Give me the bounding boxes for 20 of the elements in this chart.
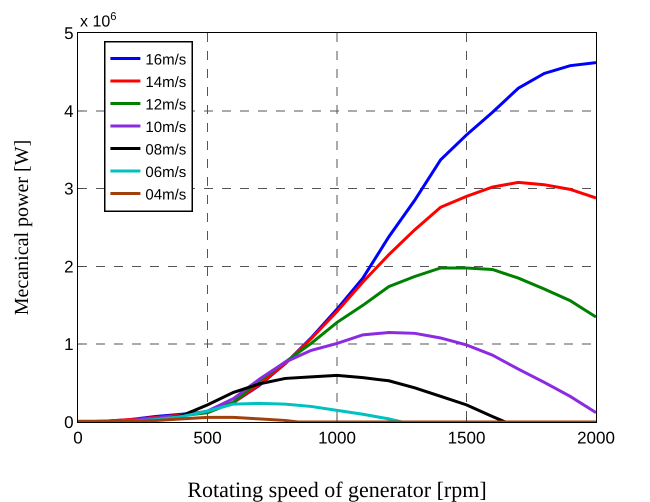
- x-tick-label: 1000: [318, 428, 356, 448]
- y-tick-label: 5: [64, 24, 74, 43]
- x-axis-title: Rotating speed of generator [rpm]: [187, 477, 487, 502]
- legend-label: 12m/s: [145, 96, 186, 114]
- legend-label: 04m/s: [145, 186, 186, 204]
- y-tick-label: 0: [64, 412, 74, 432]
- legend-label: 10m/s: [145, 118, 186, 136]
- y-tick-label: 2: [64, 257, 74, 276]
- y-tick-label: 4: [64, 102, 74, 121]
- y-tick-label: 3: [64, 180, 74, 199]
- legend-label: 16m/s: [145, 51, 186, 68]
- text: x 10$^{6}$: [80, 11, 116, 31]
- x-tick-label: 2000: [577, 428, 615, 448]
- legend-label: 06m/s: [145, 164, 186, 181]
- x-tick-label: 1500: [448, 428, 486, 448]
- x-tick-label: 500: [193, 428, 222, 448]
- legend-label: 14m/s: [145, 74, 186, 91]
- y-tick-label: 1: [64, 335, 74, 354]
- y-axis-title: Mecanical power [W]: [11, 140, 33, 316]
- legend-label: 08m/s: [145, 141, 186, 158]
